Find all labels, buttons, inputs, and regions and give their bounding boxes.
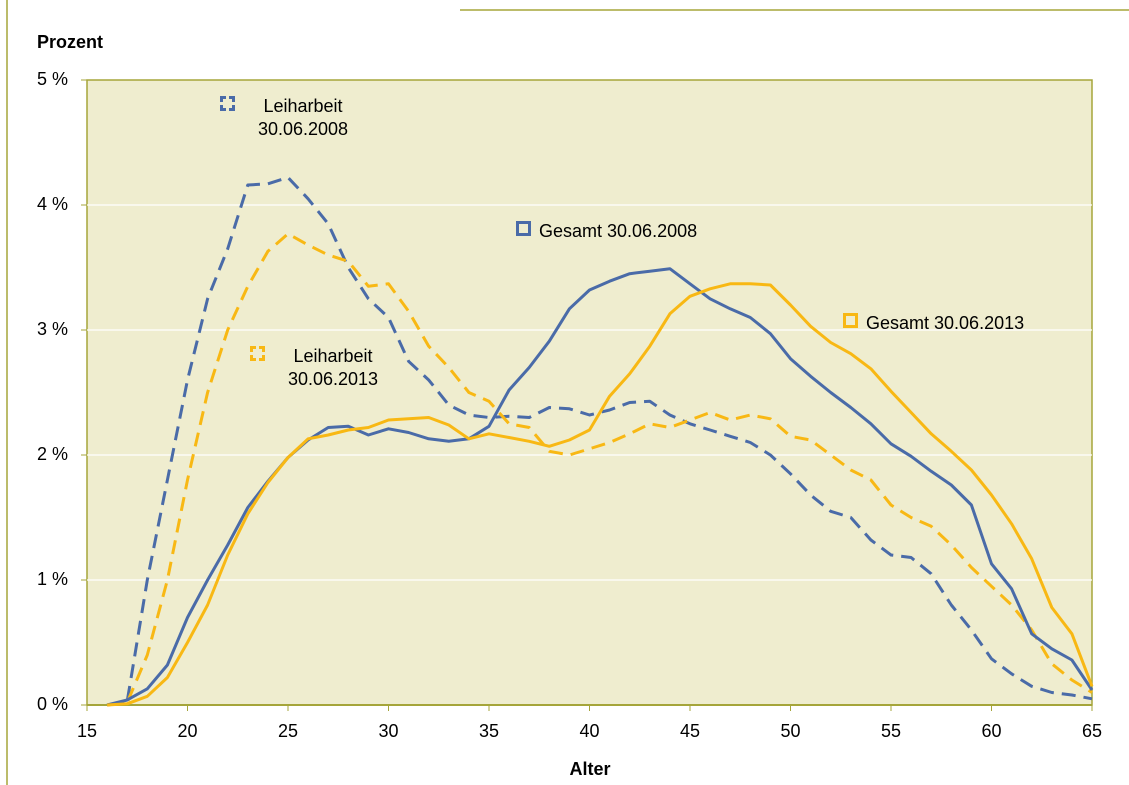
legend-entry: Gesamt 30.06.2008 <box>516 220 776 243</box>
x-tick-label: 20 <box>177 721 197 741</box>
legend-label: Leiharbeit 30.06.2008 <box>257 96 349 139</box>
legend-marker <box>250 346 265 361</box>
legend-label: Gesamt 30.06.2013 <box>866 313 1025 333</box>
y-tick-label: 5 % <box>37 69 68 89</box>
legend-marker <box>516 221 531 236</box>
series-line <box>107 282 1094 707</box>
x-tick-label: 65 <box>1082 721 1102 741</box>
y-tick-label: 0 % <box>37 694 68 714</box>
x-tick-label: 45 <box>680 721 700 741</box>
legend-entry: Leiharbeit 30.06.2013 <box>250 345 400 391</box>
series-line <box>106 176 1093 707</box>
y-tick-label: 4 % <box>37 194 68 214</box>
legend-marker <box>220 96 235 111</box>
x-axis-label: Alter <box>569 759 610 779</box>
x-tick-label: 15 <box>77 721 97 741</box>
x-tick-label: 25 <box>278 721 298 741</box>
y-tick-label: 2 % <box>37 444 68 464</box>
legend-label: Gesamt 30.06.2008 <box>539 221 698 241</box>
x-tick-label: 55 <box>881 721 901 741</box>
x-tick-label: 35 <box>479 721 499 741</box>
y-tick-label: 3 % <box>37 319 68 339</box>
x-tick-label: 40 <box>579 721 599 741</box>
x-tick-label: 30 <box>378 721 398 741</box>
series-line <box>106 232 1093 707</box>
x-tick-label: 50 <box>780 721 800 741</box>
legend-entry: Gesamt 30.06.2013 <box>843 312 1103 335</box>
legend-entry: Leiharbeit 30.06.2008 <box>220 95 370 141</box>
y-tick-label: 1 % <box>37 569 68 589</box>
plot-area <box>86 79 1093 706</box>
legend-marker <box>843 313 858 328</box>
x-tick-label: 60 <box>981 721 1001 741</box>
y-axis-label: Prozent <box>37 32 103 52</box>
legend-label: Leiharbeit 30.06.2013 <box>287 346 379 389</box>
